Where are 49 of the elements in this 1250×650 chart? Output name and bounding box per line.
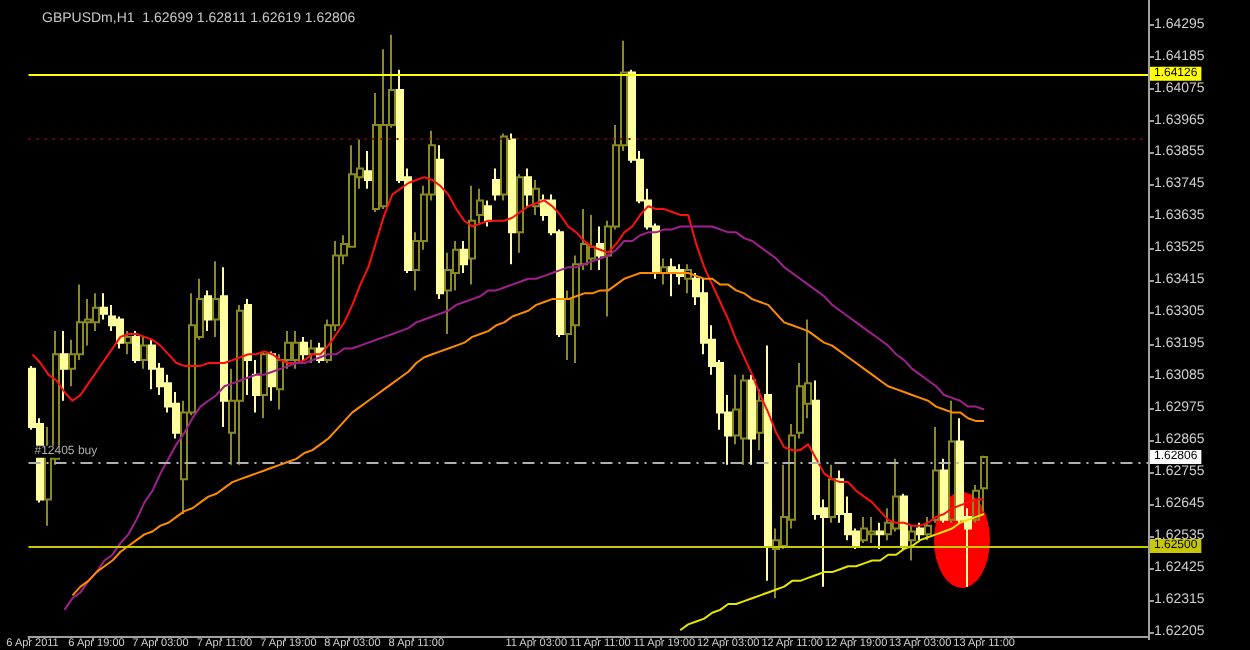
candlestick (932, 425, 940, 524)
candlestick (764, 344, 772, 582)
candlestick (124, 330, 132, 356)
line-series (679, 513, 986, 632)
candlestick (132, 330, 140, 365)
candlestick (460, 240, 468, 274)
line-series (31, 176, 986, 527)
candlestick (916, 521, 924, 542)
candlestick (668, 257, 676, 298)
candlestick (508, 132, 516, 266)
candlestick (292, 330, 300, 370)
candlestick (892, 457, 900, 533)
candlestick (236, 303, 244, 466)
candlestick (660, 257, 668, 286)
candlestick (940, 457, 948, 524)
candlestick (492, 167, 500, 202)
candlestick (140, 335, 148, 370)
candlestick (868, 515, 876, 545)
candlestick (308, 338, 316, 365)
candlestick (924, 515, 932, 542)
candlestick (204, 289, 212, 333)
candlestick (756, 388, 764, 452)
candlestick (524, 167, 532, 208)
candlestick (828, 463, 836, 524)
candlestick (500, 132, 508, 202)
candlestick (260, 350, 268, 420)
candlestick (220, 266, 228, 428)
candlestick (900, 492, 908, 550)
candlestick (860, 515, 868, 545)
candlestick (468, 184, 476, 286)
candlestick (908, 524, 916, 562)
candlestick (484, 199, 492, 228)
candlestick (596, 225, 604, 272)
candlestick (948, 399, 956, 524)
candlestick (532, 179, 540, 216)
candlestick (876, 521, 884, 550)
candlestick (740, 373, 748, 466)
candlestick (268, 350, 276, 402)
candlestick (748, 373, 756, 466)
candlestick (148, 338, 156, 391)
candlestick (212, 260, 220, 338)
candlestick (300, 335, 308, 362)
candlestick (516, 173, 524, 254)
line-series (71, 271, 986, 597)
candlestick (436, 144, 444, 301)
candlestick (684, 263, 692, 295)
candlestick (60, 330, 68, 402)
candlestick (588, 213, 596, 272)
candlestick (364, 150, 372, 190)
